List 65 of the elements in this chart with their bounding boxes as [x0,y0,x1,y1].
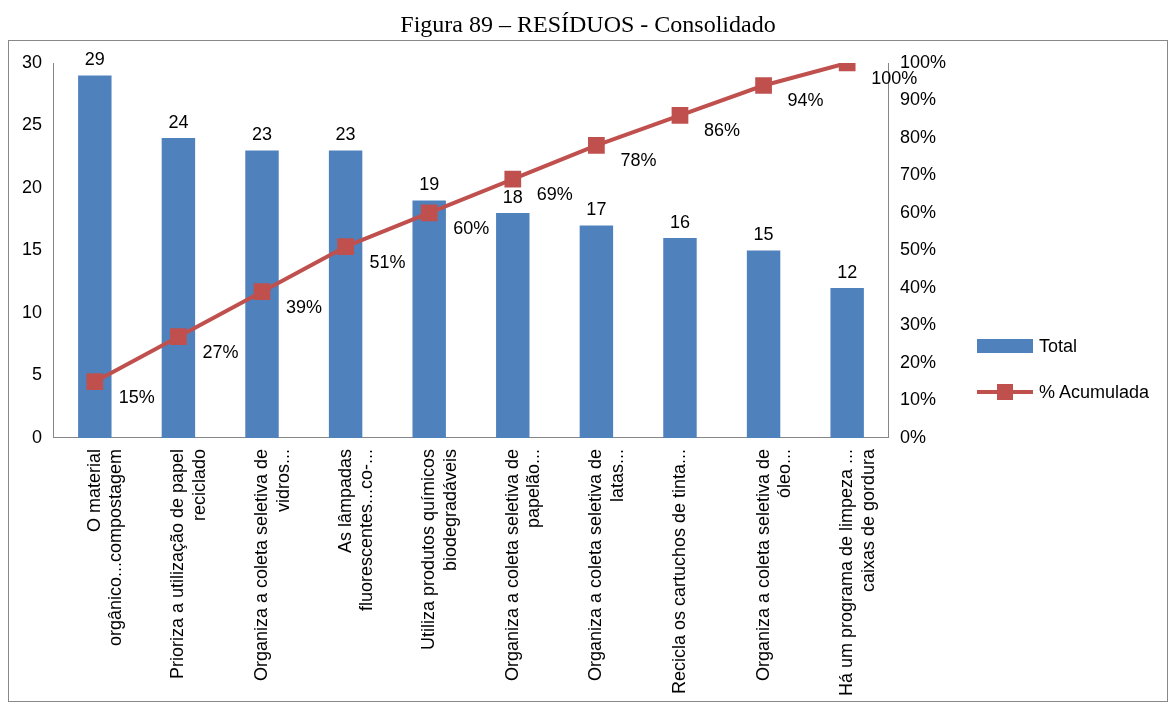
data-label: 60% [453,217,490,238]
data-label: 94% [787,90,824,111]
bar [161,137,196,438]
y2-tick-label: 30% [899,314,936,335]
y-tick-label: 15 [21,239,43,260]
y-tick-label: 20 [21,176,43,197]
y-tick-label: 0 [32,426,43,447]
data-label: 15 [753,224,774,245]
y-tick-label: 10 [21,301,43,322]
legend-label: Total [1039,335,1078,357]
legend-label: % Acumulada [1039,381,1150,403]
data-label: 23 [335,124,356,145]
bar [496,212,530,438]
y2-tick-label: 90% [899,89,936,110]
point [420,204,438,222]
y2-tick-label: 10% [899,389,936,410]
data-label: 18 [502,186,523,207]
data-label: 78% [620,150,657,171]
x-tick-label: Organiza a coleta seletiva de papelão... [501,448,544,682]
x-tick-label: Organiza a coleta seletiva de óleo... [752,448,795,682]
x-tick-label: O material orgânico...compostagem [83,448,126,646]
y-tick-label: 5 [32,364,43,385]
data-label: 17 [586,199,607,220]
point [588,137,605,154]
data-label: 19 [419,174,440,195]
x-tick-label: Recicla os cartuchos de tinta... [668,448,689,695]
data-label: 23 [251,124,273,145]
point [170,328,187,346]
data-label: 51% [369,251,406,272]
data-label: 12 [837,261,858,282]
point [755,77,772,94]
data-label: 27% [202,341,239,362]
data-label: 16 [669,211,690,232]
point [86,373,104,391]
point [504,170,522,188]
data-label: 24 [168,111,189,132]
point [671,107,689,124]
y2-tick-label: 40% [899,276,936,297]
point [337,238,354,256]
y2-tick-label: 50% [899,239,936,260]
y-tick-label: 25 [21,114,43,135]
data-label: 29 [84,49,105,70]
x-tick-label: As lâmpadas fluorescentes...co-... [334,448,377,611]
bar [579,225,614,438]
y-tick-label: 30 [21,51,43,72]
y2-tick-label: 80% [899,126,936,147]
chart-title: Figura 89 – RESÍDUOS - Consolidado [399,10,777,39]
data-label: 39% [286,296,323,317]
point [253,283,271,301]
data-label: 15% [118,386,155,407]
y2-tick-label: 20% [899,351,936,372]
bar [830,287,864,438]
bar [245,150,279,438]
x-tick-label: Organiza a coleta seletiva de latas... [585,448,627,682]
bar [412,200,446,438]
data-label: 69% [536,184,573,205]
bar [746,250,781,438]
y2-tick-label: 0% [899,426,926,447]
y2-tick-label: 60% [899,201,936,222]
bar [328,150,363,438]
y2-tick-label: 70% [899,164,936,185]
bar [78,75,112,438]
bar [663,237,697,438]
data-label: 86% [703,120,741,141]
x-tick-label: Organiza a coleta seletiva de vidros... [250,448,293,682]
